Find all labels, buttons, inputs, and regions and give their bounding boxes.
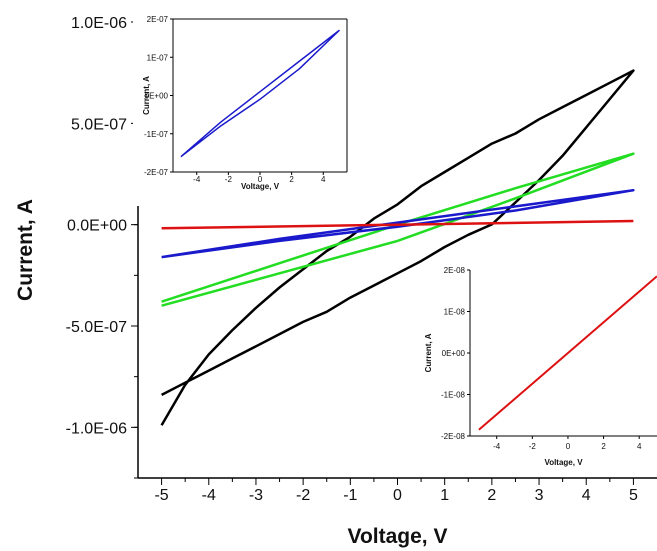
inset-red-x-tick-label: -4 <box>493 442 501 451</box>
inset-red-x-tick-label: 0 <box>566 442 571 451</box>
inset-red-y-tick-label: 0E+00 <box>442 349 466 358</box>
main-x-tick-label: 4 <box>582 487 591 504</box>
inset-red-x-tick-label: -2 <box>529 442 537 451</box>
inset-red-y-tick-label: -1E-08 <box>441 391 466 400</box>
main-y-tick-label: 1.0E-06 <box>71 15 127 32</box>
main-x-axis-title: Voltage, V <box>348 525 448 548</box>
main-x-tick-label: 2 <box>487 487 496 504</box>
main-x-tick-label: -3 <box>249 487 263 504</box>
main-x-tick-label: 0 <box>393 487 402 504</box>
inset-blue-x-axis-title: Voltage, V <box>241 182 280 191</box>
inset-blue-y-tick-label: -1E-07 <box>144 130 169 139</box>
inset-blue-x-tick-label: 4 <box>321 175 326 184</box>
inset-blue-y-tick-label: 0E+00 <box>145 92 169 101</box>
main-x-tick-label: -2 <box>296 487 310 504</box>
main-x-tick-label: 1 <box>440 487 449 504</box>
main-y-axis-title: Current, A <box>14 199 37 301</box>
inset-red-y-tick-label: 2E-08 <box>444 266 466 275</box>
inset-blue-y-axis-title: Current, A <box>142 76 151 115</box>
inset-red-series-line-0 <box>478 275 657 431</box>
inset-blue-x-tick-label: 2 <box>289 175 294 184</box>
main-x-tick-label: -1 <box>343 487 357 504</box>
inset-red-x-axis-title: Voltage, V <box>544 458 583 467</box>
inset-plot-blue: -4 -2 0 2 4 2E-07 1E-07 0E+00 -1E-07 -2E-07 Voltag… <box>133 13 348 206</box>
main-x-tick-label: 3 <box>535 487 544 504</box>
main-x-tick-label: -5 <box>154 487 168 504</box>
main-x-tick-label: 5 <box>629 487 638 504</box>
inset-blue-x-tick-label: -2 <box>225 175 233 184</box>
main-series-line-2 <box>161 188 635 259</box>
inset-blue-series-line-0 <box>180 29 340 158</box>
inset-blue-background <box>133 13 347 206</box>
inset-red-x-tick-label: 4 <box>637 442 642 451</box>
inset-red-y-tick-label: 1E-08 <box>444 308 466 317</box>
inset-red-x-tick-label: 2 <box>601 442 606 451</box>
inset-plot-red: -4 -2 0 2 4 2E-08 1E-08 0E+00 -1E-08 -2E-08 Voltag… <box>424 264 657 470</box>
main-series-line-3 <box>161 219 634 230</box>
inset-blue-x-tick-label: -4 <box>193 175 201 184</box>
inset-blue-y-tick-label: 2E-07 <box>147 15 169 24</box>
main-y-tick-label: 5.0E-07 <box>71 116 127 133</box>
inset-red-y-tick-label: -2E-08 <box>441 432 466 441</box>
main-y-tick-label: -5.0E-07 <box>66 319 127 336</box>
main-plot: -5 -4 -3 -2 -1 0 1 2 3 4 5 1.0E-06 5.0E-07 0.0E+00 -5.… <box>14 15 657 548</box>
inset-blue-y-tick-label: -2E-07 <box>144 168 169 177</box>
inset-red-y-axis-title: Current, A <box>424 333 433 372</box>
main-x-tick-label: -4 <box>202 487 216 504</box>
main-series-line-1 <box>161 152 635 307</box>
inset-blue-y-tick-label: 1E-07 <box>147 53 169 62</box>
inset-blue-x-tick-label: 0 <box>258 175 263 184</box>
main-y-tick-label: -1.0E-06 <box>66 420 127 437</box>
main-y-tick-label: 0.0E+00 <box>67 218 127 235</box>
main-series-line-0 <box>160 69 635 426</box>
